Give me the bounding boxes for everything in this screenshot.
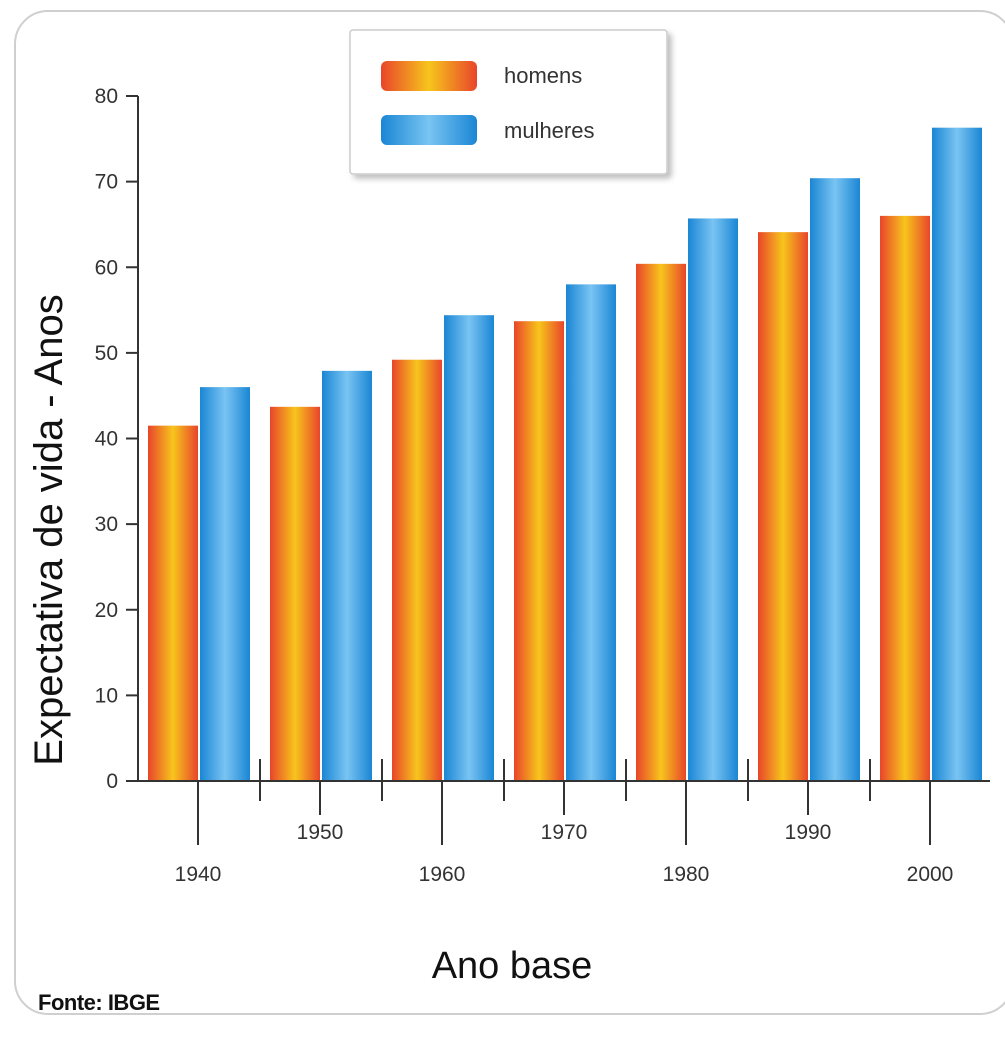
bar-homens-1960: [392, 359, 442, 781]
legend-swatch-mulheres: [381, 115, 477, 145]
y-tick-label: 70: [95, 171, 118, 194]
x-tick-label-1950: 1950: [297, 821, 344, 844]
bar-homens-1990: [758, 232, 808, 782]
bar-mulheres-1970: [566, 284, 616, 781]
y-tick-label: 10: [95, 684, 118, 707]
y-tick-label: 0: [106, 770, 118, 793]
legend-label-homens: homens: [504, 63, 582, 88]
x-tick-label-1940: 1940: [175, 863, 222, 886]
bar-mulheres-1980: [688, 218, 738, 782]
x-tick-label-1970: 1970: [541, 821, 588, 844]
legend-swatch-homens: [381, 61, 477, 91]
bar-homens-2000: [880, 215, 930, 781]
bar-homens-1980: [636, 263, 686, 781]
x-axis: 1940 1950 1960 1970 1980 1990 2000: [138, 759, 990, 886]
x-tick-label-2000: 2000: [907, 863, 954, 886]
bar-homens-1950: [270, 406, 320, 781]
bar-homens-1940: [148, 425, 198, 781]
y-tick-label: 20: [95, 599, 118, 622]
y-tick-label: 60: [95, 256, 118, 279]
y-tick-label: 30: [95, 513, 118, 536]
bar-mulheres-1950: [322, 370, 372, 781]
legend-box: [349, 29, 668, 175]
bar-mulheres-2000: [932, 127, 982, 781]
bar-homens-1970: [514, 321, 564, 781]
y-axis: 0 10 20 30 40 50 60 70 80: [95, 85, 139, 793]
x-tick-label-1990: 1990: [785, 821, 832, 844]
x-tick-label-1980: 1980: [663, 863, 710, 886]
source-note: Fonte: IBGE: [38, 990, 160, 1015]
bar-mulheres-1960: [444, 315, 494, 781]
y-tick-label: 50: [95, 342, 118, 365]
legend: homens mulheres: [349, 29, 668, 175]
legend-label-mulheres: mulheres: [504, 118, 594, 143]
y-tick-label: 80: [95, 85, 118, 108]
bars: [148, 127, 982, 782]
bar-mulheres-1990: [810, 178, 860, 781]
x-axis-title: Ano base: [432, 945, 593, 987]
y-tick-label: 40: [95, 428, 118, 451]
x-tick-label-1960: 1960: [419, 863, 466, 886]
bar-mulheres-1940: [200, 387, 250, 781]
y-axis-title: Expectativa de vida - Anos: [27, 294, 71, 765]
